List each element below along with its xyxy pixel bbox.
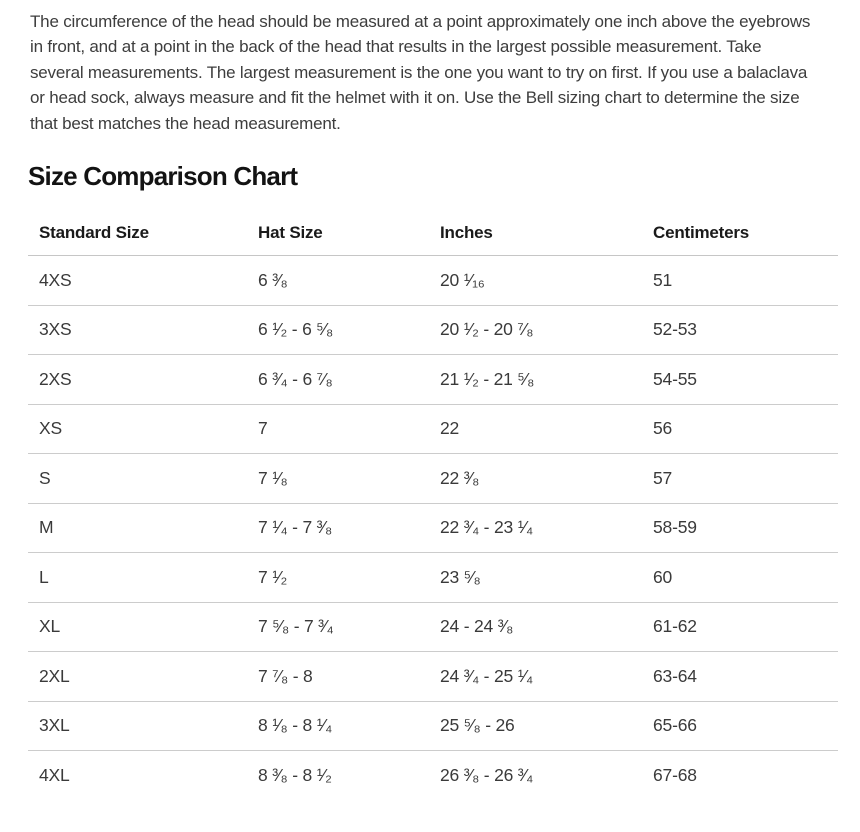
cell-inches: 26 ³⁄₈ - 26 ³⁄₄ [440, 765, 534, 786]
cell-standard-size: 3XS [39, 319, 72, 340]
cell-standard-size: XS [39, 418, 62, 439]
cell-centimeters: 52-53 [653, 319, 697, 340]
table-row-2xl: 2XL 7 ⁷⁄₈ - 8 24 ³⁄₄ - 25 ¹⁄₄ 63-64 [28, 652, 838, 702]
cell-inches: 22 ³⁄₄ - 23 ¹⁄₄ [440, 517, 533, 538]
cell-hat-size: 7 ⁷⁄₈ - 8 [258, 665, 313, 686]
cell-centimeters: 63-64 [653, 665, 697, 686]
size-comparison-chart-heading: Size Comparison Chart [28, 161, 298, 192]
table-row-4xs: 4XS 6 ³⁄₈ 20 ¹⁄₁₆ 51 [28, 256, 838, 306]
cell-hat-size: 6 ¹⁄₂ - 6 ⁵⁄₈ [258, 319, 334, 340]
cell-inches: 24 - 24 ³⁄₈ [440, 616, 514, 637]
cell-centimeters: 51 [653, 269, 673, 290]
cell-centimeters: 60 [653, 566, 673, 587]
cell-hat-size: 7 ¹⁄₂ [258, 566, 288, 587]
cell-standard-size: 2XL [39, 665, 70, 686]
table-header-row: Standard Size Hat Size Inches Centimeter… [28, 210, 838, 257]
cell-hat-size: 6 ³⁄₄ - 6 ⁷⁄₈ [258, 368, 333, 389]
table-row-4xl: 4XL 8 ³⁄₈ - 8 ¹⁄₂ 26 ³⁄₈ - 26 ³⁄₄ 67-68 [28, 751, 838, 801]
cell-centimeters: 65-66 [653, 715, 697, 736]
table-row-xl: XL 7 ⁵⁄₈ - 7 ³⁄₄ 24 - 24 ³⁄₈ 61-62 [28, 603, 838, 653]
table-row-s: S 7 ¹⁄₈ 22 ³⁄₈ 57 [28, 454, 838, 504]
table-row-l: L 7 ¹⁄₂ 23 ⁵⁄₈ 60 [28, 553, 838, 603]
measurement-instructions-paragraph: The circumference of the head should be … [30, 12, 811, 133]
cell-inches: 20 ¹⁄₂ - 20 ⁷⁄₈ [440, 319, 534, 340]
cell-inches: 23 ⁵⁄₈ [440, 566, 481, 587]
cell-inches: 24 ³⁄₄ - 25 ¹⁄₄ [440, 665, 533, 686]
cell-standard-size: L [39, 566, 49, 587]
cell-hat-size: 7 ¹⁄₄ - 7 ³⁄₈ [258, 517, 333, 538]
cell-hat-size: 8 ³⁄₈ - 8 ¹⁄₂ [258, 765, 332, 786]
cell-centimeters: 61-62 [653, 616, 697, 637]
cell-standard-size: 4XS [39, 269, 72, 290]
header-hat-size: Hat Size [258, 222, 323, 242]
cell-standard-size: S [39, 467, 51, 488]
table-row-m: M 7 ¹⁄₄ - 7 ³⁄₈ 22 ³⁄₄ - 23 ¹⁄₄ 58-59 [28, 504, 838, 554]
cell-hat-size: 7 [258, 418, 268, 439]
cell-inches: 20 ¹⁄₁₆ [440, 269, 485, 290]
cell-standard-size: 3XL [39, 715, 70, 736]
cell-hat-size: 6 ³⁄₈ [258, 269, 288, 290]
table-row-2xs: 2XS 6 ³⁄₄ - 6 ⁷⁄₈ 21 ¹⁄₂ - 21 ⁵⁄₈ 54-55 [28, 355, 838, 405]
table-row-xs: XS 7 22 56 [28, 405, 838, 455]
cell-hat-size: 7 ⁵⁄₈ - 7 ³⁄₄ [258, 616, 334, 637]
cell-centimeters: 56 [653, 418, 673, 439]
cell-inches: 21 ¹⁄₂ - 21 ⁵⁄₈ [440, 368, 535, 389]
cell-hat-size: 8 ¹⁄₈ - 8 ¹⁄₄ [258, 715, 333, 736]
cell-standard-size: XL [39, 616, 61, 637]
cell-centimeters: 58-59 [653, 517, 697, 538]
cell-inches: 22 [440, 418, 460, 439]
cell-centimeters: 67-68 [653, 765, 697, 786]
cell-hat-size: 7 ¹⁄₈ [258, 467, 288, 488]
cell-centimeters: 57 [653, 467, 673, 488]
header-centimeters: Centimeters [653, 222, 750, 242]
cell-standard-size: 2XS [39, 368, 72, 389]
cell-centimeters: 54-55 [653, 368, 697, 389]
cell-standard-size: 4XL [39, 765, 70, 786]
cell-inches: 25 ⁵⁄₈ - 26 [440, 715, 515, 736]
table-row-3xs: 3XS 6 ¹⁄₂ - 6 ⁵⁄₈ 20 ¹⁄₂ - 20 ⁷⁄₈ 52-53 [28, 306, 838, 356]
cell-standard-size: M [39, 517, 54, 538]
header-inches: Inches [440, 222, 493, 242]
header-standard-size: Standard Size [39, 222, 149, 242]
cell-inches: 22 ³⁄₈ [440, 467, 480, 488]
size-comparison-table: Standard Size Hat Size Inches Centimeter… [28, 210, 838, 801]
table-row-3xl: 3XL 8 ¹⁄₈ - 8 ¹⁄₄ 25 ⁵⁄₈ - 26 65-66 [28, 702, 838, 752]
